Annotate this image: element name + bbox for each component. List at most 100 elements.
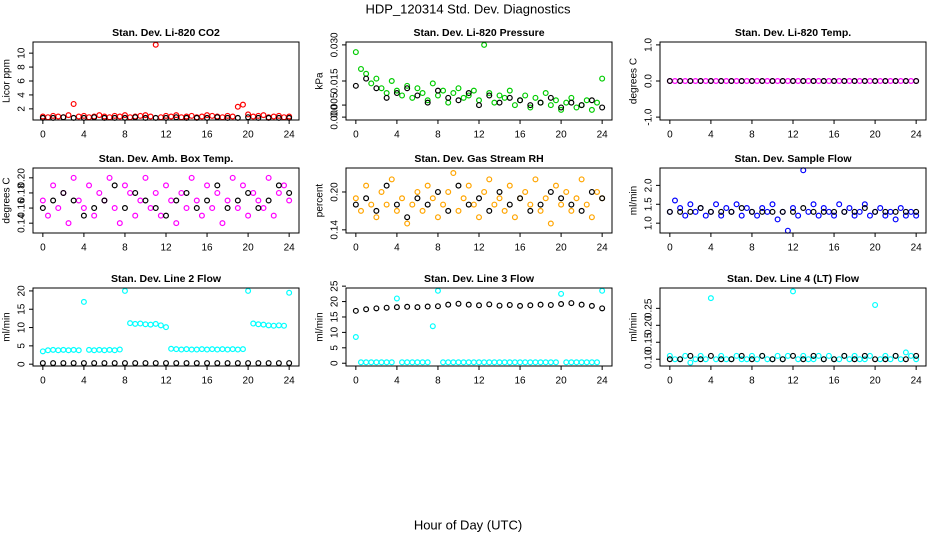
x-tick-label: 12 bbox=[160, 376, 172, 387]
data-point bbox=[152, 360, 159, 367]
data-point bbox=[429, 195, 436, 202]
data-point bbox=[80, 205, 87, 212]
data-point bbox=[204, 182, 211, 189]
data-point bbox=[568, 99, 575, 106]
data-point bbox=[522, 92, 529, 99]
data-point bbox=[265, 360, 272, 367]
data-point bbox=[682, 212, 689, 219]
data-point bbox=[440, 201, 447, 208]
data-point bbox=[738, 212, 745, 219]
data-point bbox=[39, 205, 46, 212]
data-point bbox=[836, 201, 843, 208]
data-point bbox=[537, 207, 544, 214]
data-point bbox=[445, 301, 452, 308]
panel-title: Stan. Dev. Li-820 CO2 bbox=[112, 27, 220, 39]
data-point bbox=[759, 77, 766, 84]
data-point bbox=[810, 201, 817, 208]
data-point bbox=[101, 197, 108, 204]
data-point bbox=[383, 182, 390, 189]
data-point bbox=[583, 201, 590, 208]
data-point bbox=[70, 197, 77, 204]
x-tick-label: 24 bbox=[284, 376, 296, 387]
data-point bbox=[666, 352, 673, 359]
data-point bbox=[687, 352, 694, 359]
data-point bbox=[404, 85, 411, 92]
data-point bbox=[748, 208, 755, 215]
data-point bbox=[738, 205, 745, 212]
data-point bbox=[286, 189, 293, 196]
data-point bbox=[547, 220, 554, 227]
data-point bbox=[568, 300, 575, 307]
data-point bbox=[424, 182, 431, 189]
data-point bbox=[363, 306, 370, 313]
data-point bbox=[707, 208, 714, 215]
data-point bbox=[245, 212, 252, 219]
x-tick-label: 24 bbox=[911, 376, 923, 387]
data-point bbox=[388, 77, 395, 84]
data-point bbox=[486, 207, 493, 214]
data-point bbox=[825, 352, 832, 359]
data-point bbox=[800, 352, 807, 359]
data-point bbox=[239, 182, 246, 189]
data-point bbox=[846, 205, 853, 212]
data-point bbox=[383, 304, 390, 311]
y-axis-label: degrees C bbox=[2, 177, 13, 223]
data-point bbox=[419, 90, 426, 97]
x-tick-label: 20 bbox=[243, 376, 255, 387]
data-point bbox=[594, 99, 601, 106]
y-tick-label: 10 bbox=[17, 322, 28, 334]
y-tick-label: 0.18 bbox=[17, 183, 28, 203]
y-tick-label: 1.5 bbox=[644, 197, 655, 211]
data-point bbox=[851, 208, 858, 215]
data-point bbox=[563, 188, 570, 195]
y-tick-label: 25 bbox=[330, 280, 341, 292]
data-point bbox=[501, 207, 508, 214]
data-point bbox=[152, 189, 159, 196]
data-point bbox=[460, 195, 467, 202]
data-point bbox=[861, 352, 868, 359]
y-tick-label: 15 bbox=[330, 311, 341, 323]
data-point bbox=[214, 182, 221, 189]
data-point bbox=[578, 207, 585, 214]
data-point bbox=[424, 201, 431, 208]
data-point bbox=[748, 77, 755, 84]
data-point bbox=[815, 212, 822, 219]
data-point bbox=[173, 112, 180, 119]
y-axis-label: ml/min bbox=[315, 312, 326, 341]
data-point bbox=[913, 356, 920, 363]
data-point bbox=[116, 220, 123, 227]
data-point bbox=[759, 208, 766, 215]
data-point bbox=[913, 352, 920, 359]
data-point bbox=[357, 207, 364, 214]
data-point bbox=[542, 195, 549, 202]
data-point bbox=[882, 352, 889, 359]
data-point bbox=[224, 205, 231, 212]
data-point bbox=[892, 352, 899, 359]
data-point bbox=[121, 182, 128, 189]
x-tick-label: 4 bbox=[708, 376, 714, 387]
x-tick-label: 20 bbox=[870, 130, 882, 141]
data-point bbox=[599, 195, 606, 202]
data-point bbox=[810, 352, 817, 359]
data-point bbox=[677, 205, 684, 212]
data-point bbox=[851, 77, 858, 84]
data-point bbox=[275, 360, 282, 367]
x-tick-label: 8 bbox=[749, 376, 755, 387]
data-point bbox=[588, 97, 595, 104]
data-point bbox=[142, 112, 149, 119]
x-tick-label: 24 bbox=[911, 243, 923, 254]
x-tick-label: 0 bbox=[40, 376, 46, 387]
y-tick-label: 0.14 bbox=[17, 213, 28, 233]
data-point bbox=[789, 288, 796, 295]
data-point bbox=[106, 174, 113, 181]
y-tick-label: 0.14 bbox=[330, 220, 341, 240]
data-point bbox=[434, 214, 441, 221]
data-point bbox=[677, 356, 684, 363]
data-point bbox=[769, 201, 776, 208]
data-point bbox=[677, 208, 684, 215]
data-point bbox=[707, 295, 714, 302]
data-point bbox=[183, 360, 190, 367]
data-point bbox=[275, 189, 282, 196]
data-point bbox=[198, 212, 205, 219]
data-point bbox=[142, 360, 149, 367]
